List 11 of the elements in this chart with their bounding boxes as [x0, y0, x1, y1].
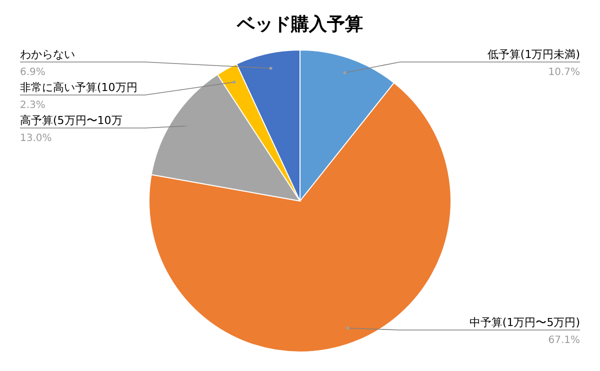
data-label: 67.1%	[548, 335, 580, 346]
slice-label: 非常に高い予算(10万円	[20, 81, 138, 94]
data-label: 6.9%	[20, 67, 46, 78]
chart-title: ベッド購入予算	[236, 14, 363, 35]
slice-label: 低予算(1万円未満)	[487, 48, 580, 61]
slice-label: わからない	[20, 48, 75, 61]
slice-label: 中予算(1万円〜5万円)	[469, 316, 580, 329]
slice-label: 高予算(5万円〜10万	[20, 114, 122, 127]
data-label: 10.7%	[548, 67, 580, 78]
data-label: 2.3%	[20, 100, 46, 111]
data-label: 13.0%	[20, 133, 52, 144]
